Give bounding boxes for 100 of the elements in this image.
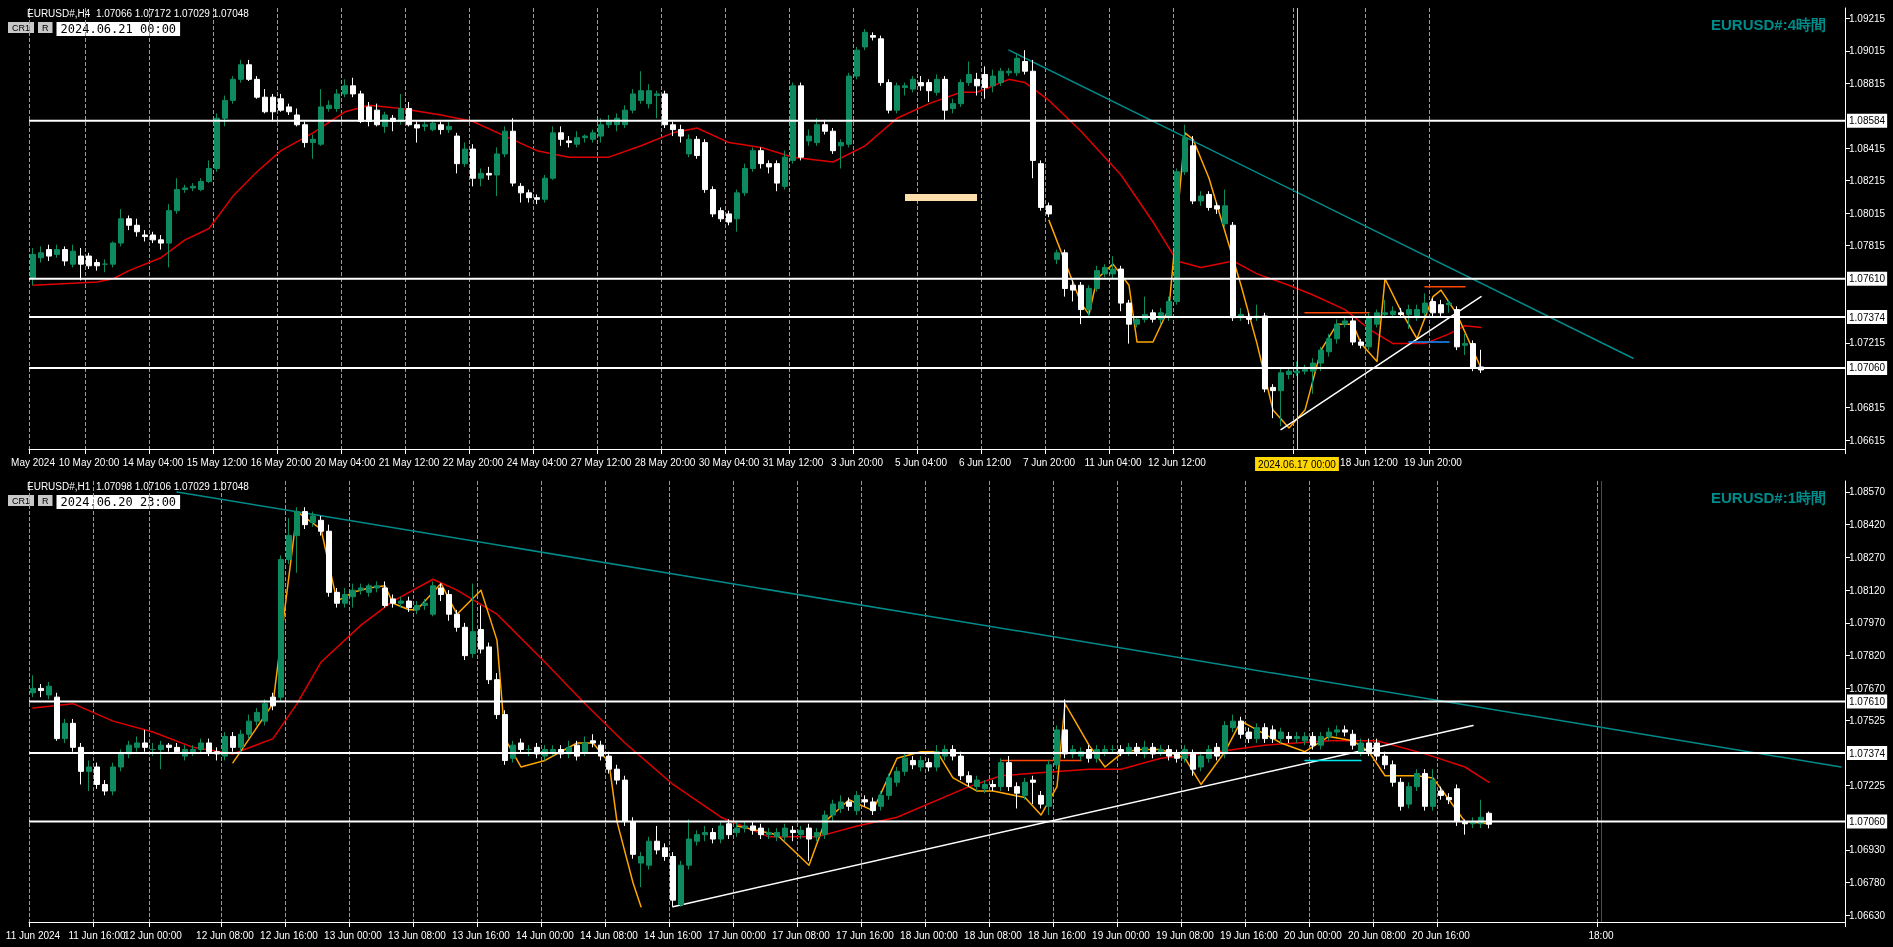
x-tick-label: 19 Jun 20:00	[1404, 456, 1463, 468]
candlestick	[566, 135, 572, 148]
candlestick	[142, 229, 148, 242]
candlestick	[918, 75, 924, 92]
candlestick	[478, 604, 484, 654]
candlestick	[950, 98, 956, 114]
candlestick	[294, 506, 300, 574]
candlestick	[590, 733, 596, 748]
candlestick	[686, 133, 692, 158]
candlestick	[334, 88, 340, 113]
y-tick-label: 1.08215	[1849, 175, 1886, 187]
candlestick	[110, 240, 116, 268]
x-tick-label: 14 Jun 00:00	[516, 929, 575, 941]
y-tick-label: 1.07215	[1849, 337, 1886, 349]
candlestick	[1318, 346, 1324, 372]
annotation: R	[42, 22, 49, 33]
candlestick	[38, 245, 44, 264]
candlestick	[614, 764, 620, 785]
x-tick-label: 15 May 12:00	[186, 456, 248, 468]
ref-line-label: 1.07374	[1849, 747, 1886, 759]
candlestick	[1398, 777, 1404, 812]
candlestick	[1054, 249, 1060, 265]
candlestick	[870, 31, 876, 41]
candlestick	[1246, 727, 1252, 744]
x-tick-label: 18 Jun 08:00	[964, 929, 1023, 941]
y-tick-label: 1.07820	[1849, 650, 1886, 662]
x-tick-label: 7 Jun 20:00	[1022, 456, 1076, 468]
candlestick	[462, 142, 468, 168]
y-tick-label: 1.07525	[1849, 714, 1886, 726]
candlestick	[486, 166, 492, 181]
candlestick	[478, 168, 484, 187]
x-tick-label: 5 Jun 04:00	[894, 456, 948, 468]
candlestick	[350, 77, 356, 98]
candlestick	[790, 825, 796, 842]
candlestick	[1350, 729, 1356, 751]
text: EURUSD#:1時間	[1710, 489, 1827, 506]
x-tick-label: 11 Jun 2024	[5, 929, 61, 941]
candlestick	[694, 135, 700, 160]
x-tick-label: 11 Jun 16:00	[68, 929, 126, 941]
y-tick-label: 1.08570	[1849, 486, 1886, 498]
candlestick	[750, 146, 756, 173]
candlestick	[678, 860, 684, 908]
y-tick-label: 1.09215	[1849, 13, 1886, 25]
x-tick-label: 31 May 12:00	[762, 456, 824, 468]
candlestick	[526, 189, 532, 204]
candlestick	[1006, 755, 1012, 792]
x-tick-label: 13 Jun 16:00	[452, 929, 511, 941]
candlestick	[86, 759, 92, 792]
candlestick	[1382, 299, 1388, 319]
candlestick	[590, 129, 596, 144]
ref-line-label: 1.08584	[1849, 115, 1886, 127]
candlestick	[862, 794, 868, 807]
y-tick-label: 1.07670	[1849, 682, 1886, 694]
candlestick	[334, 587, 340, 609]
candlestick	[38, 683, 44, 698]
candlestick	[830, 799, 836, 823]
candlestick	[222, 95, 228, 127]
candlestick	[1334, 725, 1340, 737]
x-tick-label: 11 Jun 04:00	[1084, 456, 1142, 468]
x-tick-label: 18 Jun 16:00	[1028, 929, 1087, 941]
candlestick	[934, 73, 940, 97]
candlestick	[126, 215, 132, 231]
candlestick	[886, 773, 892, 801]
candlestick	[62, 718, 68, 744]
candlestick	[158, 740, 164, 770]
x-tick-label: 12 Jun 08:00	[196, 929, 255, 941]
candlestick	[646, 83, 652, 110]
annotation: CR1	[12, 495, 31, 506]
candlestick	[1110, 255, 1116, 280]
candlestick	[766, 159, 772, 174]
candlestick	[774, 159, 780, 192]
x-tick-label: 14 Jun 08:00	[580, 929, 639, 941]
candlestick	[790, 82, 796, 165]
candlestick	[1046, 202, 1052, 218]
line-series	[32, 578, 1490, 838]
candlestick	[766, 827, 772, 840]
candlestick	[1422, 768, 1428, 812]
candlestick	[1166, 296, 1172, 322]
candlestick	[1238, 716, 1244, 740]
candlestick	[774, 827, 780, 842]
x-tick-label: 17 Jun 16:00	[836, 929, 895, 941]
ref-line-label: 1.07610	[1849, 273, 1886, 285]
candlestick	[246, 714, 252, 740]
y-tick-label: 1.06930	[1849, 844, 1886, 856]
candlestick	[726, 210, 732, 226]
candlestick	[830, 127, 836, 155]
text: EURUSD#:4時間	[1710, 16, 1827, 33]
candlestick	[1006, 67, 1012, 77]
candlestick	[782, 150, 788, 191]
candlestick	[710, 185, 716, 218]
candlestick	[702, 825, 708, 842]
candlestick	[902, 753, 908, 777]
candlestick	[94, 258, 100, 272]
candlestick	[118, 749, 124, 772]
x-tick-label: 30 May 04:00	[698, 456, 760, 468]
candlestick	[902, 82, 908, 97]
candlestick	[1342, 725, 1348, 737]
candlestick	[998, 67, 1004, 87]
annotation: R	[42, 495, 49, 506]
candlestick	[454, 132, 460, 174]
